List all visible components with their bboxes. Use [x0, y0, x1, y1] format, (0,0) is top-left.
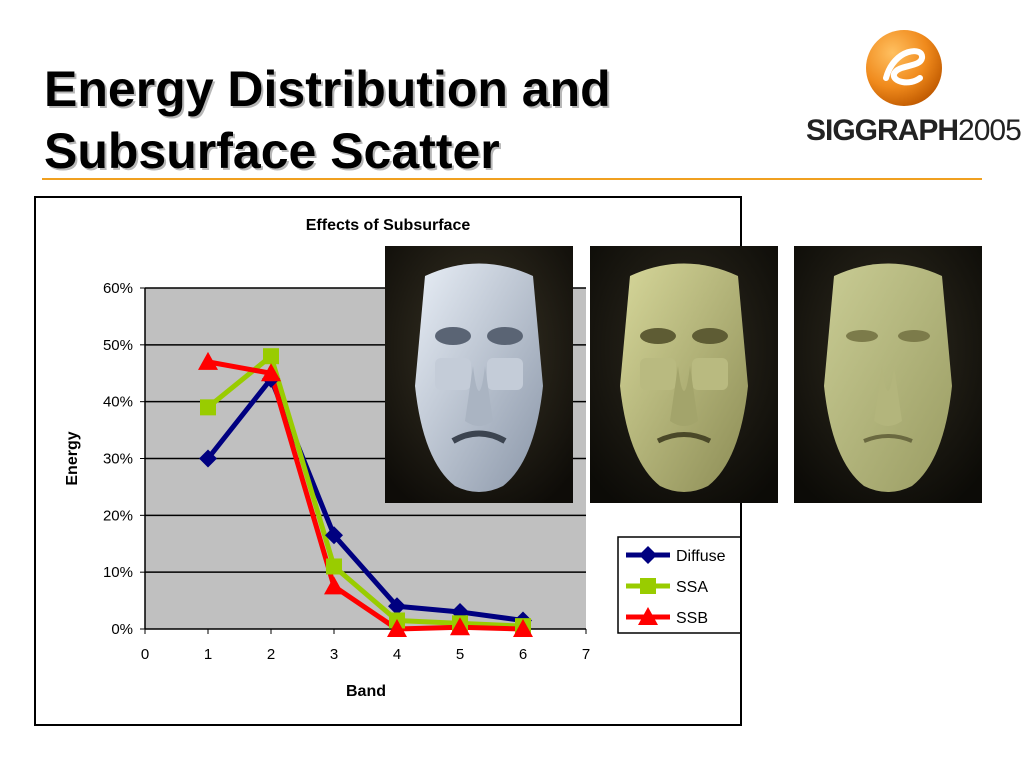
slide-title: Energy Distribution and Subsurface Scatt…: [44, 58, 744, 182]
x-tick-label: 2: [267, 646, 275, 663]
title-line-2: Subsurface Scatter: [44, 123, 500, 179]
y-tick-label: 30%: [103, 451, 133, 468]
data-point-ssb: [261, 363, 281, 382]
legend-label-ssb: SSB: [676, 610, 708, 627]
data-point-ssa: [263, 348, 279, 365]
y-tick-label: 10%: [103, 564, 133, 581]
render-ssb: [794, 246, 982, 503]
data-point-diffuse: [388, 597, 406, 616]
data-point-ssb: [450, 617, 470, 636]
x-tick-label: 3: [330, 646, 338, 663]
siggraph-logo: SIGGRAPH2005: [806, 28, 1022, 148]
legend-marker-diffuse: [639, 546, 657, 564]
brand-year: 2005: [958, 114, 1022, 147]
data-point-diffuse: [199, 449, 217, 468]
x-tick-label: 0: [141, 646, 149, 663]
legend-marker-ssa: [640, 578, 656, 594]
siggraph-swirl-icon: [866, 30, 942, 106]
legend-label-ssa: SSA: [676, 579, 708, 596]
x-tick-label: 7: [582, 646, 590, 663]
title-line-1: Energy Distribution and: [44, 61, 611, 117]
x-tick-label: 4: [393, 646, 401, 663]
x-tick-label: 6: [519, 646, 527, 663]
data-point-ssb: [513, 619, 533, 637]
x-tick-label: 5: [456, 646, 464, 663]
y-tick-label: 60%: [103, 280, 133, 297]
render-ssa: [590, 246, 778, 503]
y-tick-label: 0%: [111, 621, 133, 638]
series-line-ssa: [206, 353, 524, 629]
data-point-ssb: [198, 351, 218, 370]
x-tick-label: 1: [204, 646, 212, 663]
x-axis-title: Band: [346, 683, 386, 700]
data-point-ssb: [387, 619, 407, 637]
y-axis-title: Energy: [64, 431, 81, 485]
brand-bold: SIGGRAPH: [806, 114, 959, 147]
series-line-ssb: [207, 359, 524, 632]
y-tick-label: 20%: [103, 507, 133, 524]
legend-marker-ssb: [638, 607, 658, 625]
y-tick-label: 40%: [103, 394, 133, 411]
title-divider: [42, 178, 982, 180]
legend-label-diffuse: Diffuse: [676, 548, 726, 565]
data-point-diffuse: [325, 526, 343, 545]
data-point-ssb: [324, 576, 344, 595]
render-diffuse: [385, 246, 573, 503]
siggraph-wordmark: SIGGRAPH2005: [806, 114, 1022, 148]
data-point-ssa: [200, 399, 216, 416]
series-line-diffuse: [206, 376, 524, 623]
data-point-ssa: [326, 558, 342, 575]
y-tick-label: 50%: [103, 337, 133, 354]
chart-title: Effects of Subsurface: [306, 217, 471, 234]
